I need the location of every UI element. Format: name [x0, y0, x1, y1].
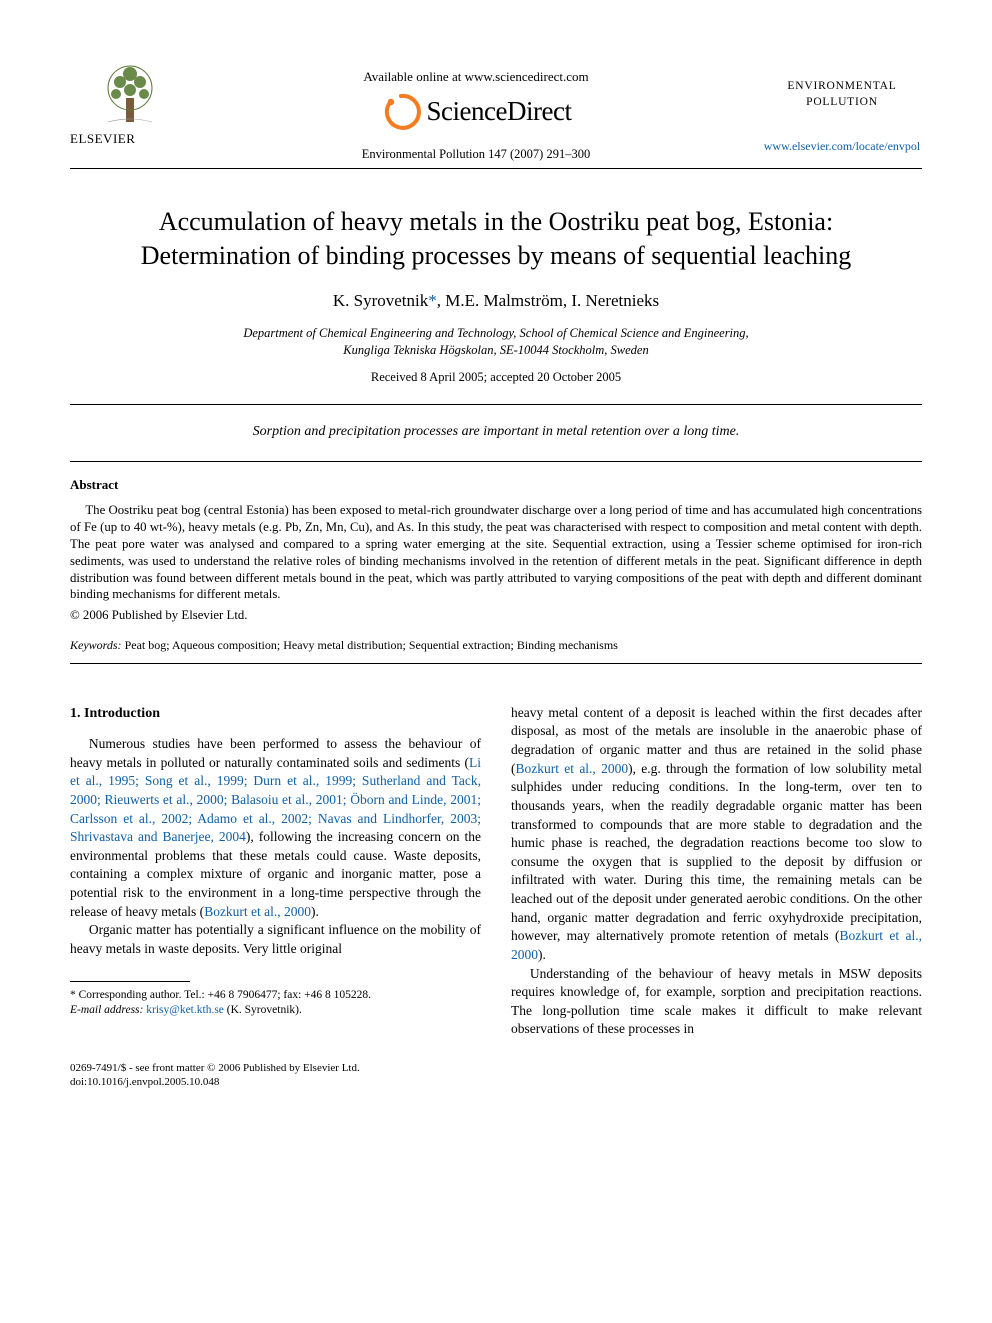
intro-para-2: Organic matter has potentially a signifi… [70, 921, 481, 958]
journal-name-line1: ENVIRONMENTAL [762, 78, 922, 94]
elsevier-label: ELSEVIER [70, 130, 190, 148]
email-address-link[interactable]: krisy@ket.kth.se [146, 1004, 224, 1016]
header-rule [70, 168, 922, 169]
keywords-line: Keywords: Peat bog; Aqueous composition;… [70, 637, 922, 653]
intro-para-1-cont: heavy metal content of a deposit is leac… [511, 704, 922, 965]
sciencedirect-logo: ScienceDirect [190, 92, 762, 132]
article-dates: Received 8 April 2005; accepted 20 Octob… [70, 369, 922, 386]
corresponding-author-note: * Corresponding author. Tel.: +46 8 7906… [70, 988, 481, 1004]
rule-below-highlight [70, 461, 922, 462]
intro-para-3: Understanding of the behaviour of heavy … [511, 965, 922, 1040]
highlight-statement: Sorption and precipitation processes are… [70, 423, 922, 442]
issn-line: 0269-7491/$ - see front matter © 2006 Pu… [70, 1061, 922, 1075]
footnote-separator [70, 981, 190, 982]
right-p1-b: ), e.g. through the formation of low sol… [511, 761, 922, 944]
journal-sidebar: ENVIRONMENTAL POLLUTION www.elsevier.com… [762, 60, 922, 154]
elsevier-tree-icon [100, 60, 160, 128]
page-header: ELSEVIER Available online at www.science… [70, 60, 922, 162]
abstract-body: The Oostriku peat bog (central Estonia) … [70, 502, 922, 603]
corresponding-asterisk: * [428, 291, 437, 310]
journal-name-line2: POLLUTION [762, 94, 922, 110]
authors-line: K. Syrovetnik*, M.E. Malmström, I. Neret… [70, 290, 922, 313]
right-column: heavy metal content of a deposit is leac… [511, 704, 922, 1039]
email-label: E-mail address: [70, 1004, 143, 1016]
locate-url-link[interactable]: www.elsevier.com/locate/envpol [762, 138, 922, 154]
available-online-text: Available online at www.sciencedirect.co… [190, 68, 762, 86]
keywords-label: Keywords: [70, 638, 122, 652]
abstract-text: The Oostriku peat bog (central Estonia) … [70, 502, 922, 603]
bottom-publication-info: 0269-7491/$ - see front matter © 2006 Pu… [70, 1061, 922, 1090]
citation-bozkurt-2[interactable]: Bozkurt et al., 2000 [516, 761, 629, 776]
rule-above-highlight [70, 404, 922, 405]
header-center: Available online at www.sciencedirect.co… [190, 60, 762, 162]
publisher-logo-block: ELSEVIER [70, 60, 190, 148]
authors-text: K. Syrovetnik*, M.E. Malmström, I. Neret… [333, 291, 659, 310]
article-title: Accumulation of heavy metals in the Oost… [90, 205, 902, 272]
affiliation: Department of Chemical Engineering and T… [70, 325, 922, 359]
email-tail: (K. Syrovetnik). [224, 1004, 302, 1016]
copyright-line: © 2006 Published by Elsevier Ltd. [70, 607, 922, 624]
email-line: E-mail address: krisy@ket.kth.se (K. Syr… [70, 1003, 481, 1019]
keywords-text: Peat bog; Aqueous composition; Heavy met… [122, 638, 618, 652]
abstract-heading: Abstract [70, 476, 922, 494]
footnote-block: * Corresponding author. Tel.: +46 8 7906… [70, 988, 481, 1019]
body-columns: 1. Introduction Numerous studies have be… [70, 704, 922, 1039]
right-p1-c: ). [538, 947, 546, 962]
affiliation-line1: Department of Chemical Engineering and T… [70, 325, 922, 342]
left-column: 1. Introduction Numerous studies have be… [70, 704, 481, 1039]
affiliation-line2: Kungliga Tekniska Högskolan, SE-10044 St… [70, 342, 922, 359]
journal-reference: Environmental Pollution 147 (2007) 291–3… [190, 146, 762, 163]
rule-below-keywords [70, 663, 922, 664]
section-1-heading: 1. Introduction [70, 704, 481, 723]
sciencedirect-swoosh-icon [381, 92, 421, 132]
intro-p1-c: ). [311, 904, 319, 919]
intro-para-1: Numerous studies have been performed to … [70, 735, 481, 921]
intro-p1-a: Numerous studies have been performed to … [70, 736, 481, 770]
citation-bozkurt-1[interactable]: Bozkurt et al., 2000 [204, 904, 311, 919]
doi-line: doi:10.1016/j.envpol.2005.10.048 [70, 1075, 922, 1089]
sciencedirect-text: ScienceDirect [427, 93, 572, 129]
